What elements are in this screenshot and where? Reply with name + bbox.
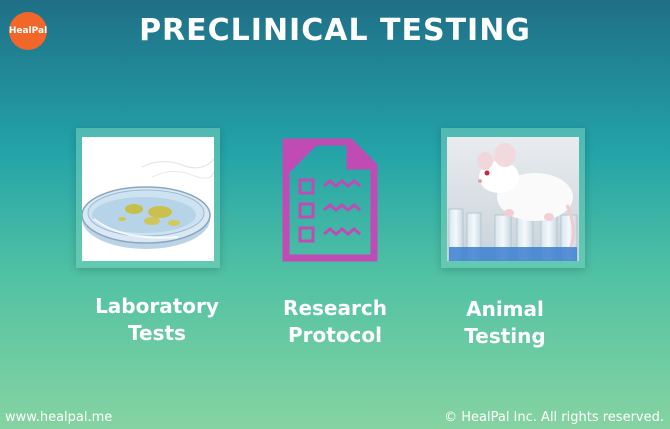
lab-mouse-icon: [447, 137, 579, 261]
label-research-protocol: Research Protocol: [235, 295, 435, 349]
card-laboratory-tests: [76, 128, 220, 268]
website-link[interactable]: www.healpal.me: [5, 410, 113, 425]
logo-text: HealPal: [8, 26, 48, 36]
label-line-1: Animal: [466, 297, 544, 321]
label-line-1: Laboratory: [95, 294, 219, 318]
label-line-2: Protocol: [287, 323, 382, 347]
label-animal-testing: Animal Testing: [405, 296, 605, 350]
petri-dish-icon: [82, 137, 214, 261]
label-line-2: Tests: [128, 321, 186, 345]
label-line-2: Testing: [464, 324, 546, 348]
copyright-text: © HealPal Inc. All rights reserved.: [444, 410, 664, 425]
page-title: PRECLINICAL TESTING: [139, 13, 531, 48]
label-line-1: Research: [283, 296, 387, 320]
checklist-document-icon: [280, 136, 380, 264]
label-laboratory-tests: Laboratory Tests: [57, 293, 257, 347]
card-animal-testing: [441, 128, 585, 268]
card-research-protocol: [258, 128, 402, 268]
healpal-logo: HealPal: [9, 12, 47, 50]
